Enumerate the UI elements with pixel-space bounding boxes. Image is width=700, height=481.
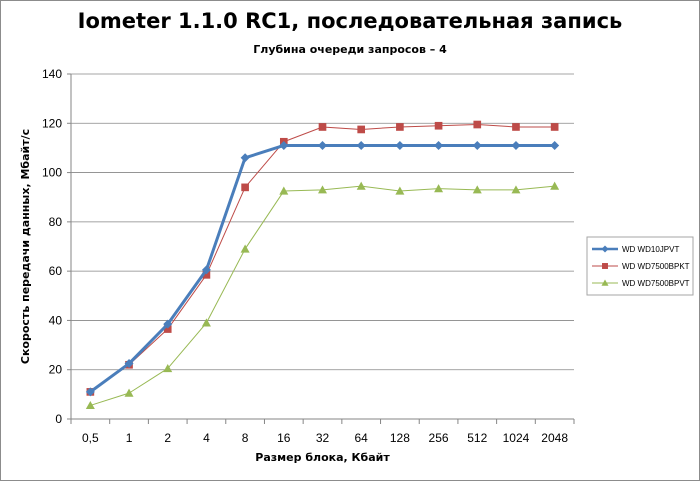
series-line-1 (90, 124, 555, 393)
data-point-s0 (356, 140, 366, 150)
y-tick-label: 0 (55, 412, 62, 426)
x-tick-label: 1024 (503, 431, 530, 445)
series-line-0 (89, 143, 555, 394)
data-point-s0 (434, 140, 444, 150)
data-point-s0 (318, 140, 327, 150)
legend-marker (602, 263, 608, 269)
y-tick-label: 140 (42, 67, 62, 81)
data-point-s2 (511, 185, 521, 194)
y-tick-label: 60 (49, 264, 63, 278)
data-point-s0 (279, 140, 289, 150)
y-tick-label: 120 (42, 116, 62, 130)
y-tick-label: 20 (49, 363, 63, 377)
legend-label: WD WD7500BPKT (622, 262, 690, 271)
x-tick-label: 2048 (541, 431, 568, 445)
y-tick-label: 80 (49, 215, 63, 229)
data-point-s0 (163, 319, 173, 329)
data-point-s2 (395, 186, 405, 195)
data-point-s2 (201, 318, 211, 327)
data-point-s1 (473, 120, 482, 129)
legend-marker (601, 245, 609, 253)
data-point-s2 (85, 400, 95, 410)
x-tick-label: 4 (203, 431, 210, 445)
data-point-s2 (163, 363, 173, 373)
x-tick-label: 128 (390, 431, 410, 445)
legend-label: WD WD7500BPVT (622, 279, 690, 288)
chart-title: Iometer 1.1.0 RC1, последовательная запи… (77, 9, 623, 33)
data-point-s1 (163, 325, 172, 333)
data-point-s2 (240, 244, 250, 253)
data-point-s2 (434, 184, 444, 193)
x-tick-label: 2 (164, 431, 171, 445)
data-point-s1 (550, 123, 559, 131)
data-point-s0 (472, 140, 482, 150)
data-point-s0 (240, 153, 250, 163)
x-tick-label: 64 (355, 431, 369, 445)
data-point-s2 (279, 186, 289, 195)
y-axis-title: Скорость передачи данных, Мбайт/с (19, 129, 32, 364)
chart-subtitle: Глубина очереди запросов – 4 (253, 43, 447, 56)
y-tick-label: 100 (42, 166, 62, 180)
data-point-s1 (318, 123, 327, 131)
data-point-s2 (356, 181, 366, 190)
data-point-s1 (396, 123, 404, 131)
data-point-s1 (512, 123, 520, 131)
data-point-s2 (550, 181, 560, 190)
data-point-s0 (395, 140, 405, 150)
x-tick-label: 16 (277, 431, 291, 445)
x-tick-label: 512 (467, 431, 487, 445)
y-tick-label: 40 (49, 313, 63, 327)
x-tick-label: 256 (429, 431, 449, 445)
x-axis-title: Размер блока, Кбайт (255, 451, 390, 464)
data-point-s2 (318, 185, 327, 194)
data-point-s1 (241, 183, 249, 192)
data-point-s1 (357, 125, 366, 134)
data-point-s0 (85, 387, 95, 397)
data-point-s0 (124, 359, 134, 369)
x-tick-label: 32 (316, 431, 330, 445)
data-point-s0 (511, 140, 521, 150)
x-tick-label: 1 (126, 431, 133, 445)
data-point-s0 (550, 140, 560, 150)
data-point-s2 (472, 185, 482, 194)
data-point-s1 (434, 121, 443, 130)
data-point-s0 (201, 265, 211, 275)
x-tick-label: 8 (242, 431, 249, 445)
data-point-s2 (124, 388, 134, 397)
series-line-2 (90, 185, 555, 406)
x-tick-label: 0,5 (82, 431, 99, 445)
legend-label: WD WD10JPVT (622, 245, 679, 254)
data-point-s1 (202, 271, 211, 279)
legend-marker (601, 279, 609, 286)
